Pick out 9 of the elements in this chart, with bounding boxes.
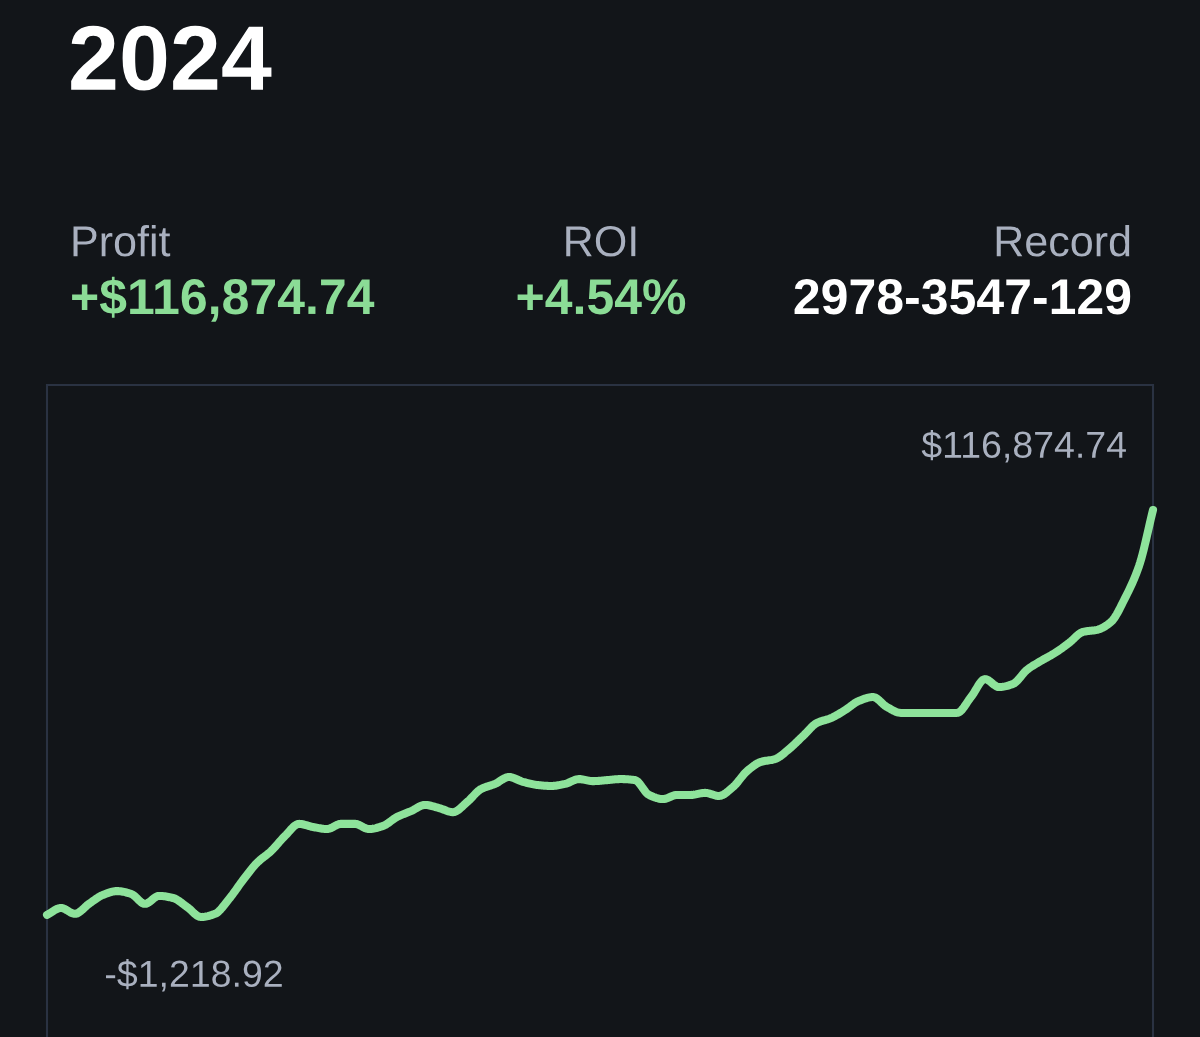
text: +4.54% [517,279,686,315]
text: 2978-3547-129 [794,279,1131,315]
text: Record [996,224,1130,257]
text: ROI [566,226,636,257]
data-label: $116,874.74 [921,429,1126,463]
text: +$116,874.74 [72,276,375,322]
chart-title: 2024 [71,25,272,91]
text: Profit [73,224,171,257]
data-label: -$1,218.92 [106,958,282,992]
